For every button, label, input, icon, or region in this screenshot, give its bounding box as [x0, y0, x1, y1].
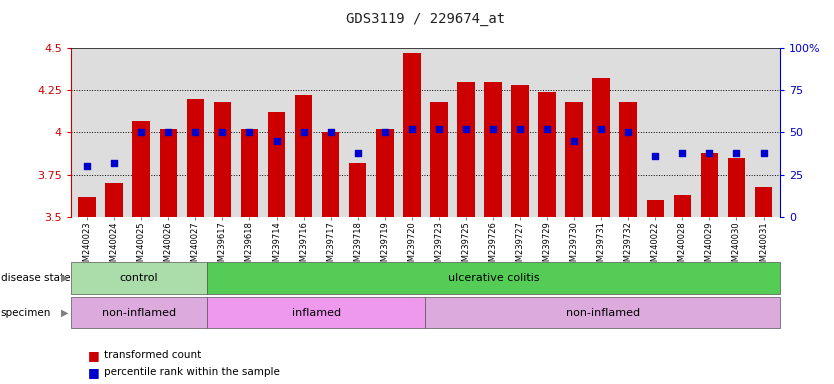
- Bar: [187, 99, 204, 217]
- Text: disease state: disease state: [1, 273, 70, 283]
- Point: [378, 129, 391, 136]
- Bar: [322, 132, 339, 217]
- Text: ▶: ▶: [61, 273, 68, 283]
- Text: ■: ■: [88, 366, 99, 379]
- Bar: [376, 129, 394, 217]
- Bar: [294, 95, 313, 217]
- Bar: [538, 92, 556, 217]
- Bar: [268, 112, 285, 217]
- Point: [80, 163, 93, 169]
- Point: [216, 129, 229, 136]
- Text: ■: ■: [88, 349, 99, 362]
- Bar: [457, 82, 475, 217]
- Point: [595, 126, 608, 132]
- Point: [351, 150, 364, 156]
- Text: specimen: specimen: [1, 308, 51, 318]
- Bar: [565, 102, 583, 217]
- Bar: [592, 78, 610, 217]
- Text: control: control: [120, 273, 158, 283]
- Bar: [133, 121, 150, 217]
- Bar: [485, 82, 502, 217]
- Bar: [620, 102, 637, 217]
- Text: percentile rank within the sample: percentile rank within the sample: [104, 367, 280, 377]
- Text: non-inflamed: non-inflamed: [102, 308, 176, 318]
- Point: [486, 126, 500, 132]
- Point: [567, 138, 580, 144]
- Bar: [674, 195, 691, 217]
- Point: [757, 150, 771, 156]
- Point: [432, 126, 445, 132]
- Bar: [214, 102, 231, 217]
- Bar: [430, 102, 448, 217]
- Point: [649, 153, 662, 159]
- Bar: [207, 297, 425, 328]
- Point: [460, 126, 473, 132]
- Point: [514, 126, 527, 132]
- Bar: [728, 158, 746, 217]
- Bar: [425, 297, 780, 328]
- Point: [270, 138, 284, 144]
- Point: [297, 129, 310, 136]
- Point: [676, 150, 689, 156]
- Point: [703, 150, 716, 156]
- Point: [730, 150, 743, 156]
- Point: [108, 160, 121, 166]
- Bar: [207, 262, 780, 294]
- Point: [134, 129, 148, 136]
- Bar: [159, 129, 177, 217]
- Text: non-inflamed: non-inflamed: [565, 308, 640, 318]
- Text: transformed count: transformed count: [104, 350, 202, 360]
- Bar: [755, 187, 772, 217]
- Point: [162, 129, 175, 136]
- Text: ▶: ▶: [61, 308, 68, 318]
- Point: [621, 129, 635, 136]
- Bar: [701, 153, 718, 217]
- Bar: [511, 85, 529, 217]
- Point: [243, 129, 256, 136]
- Bar: [349, 163, 366, 217]
- Bar: [403, 53, 420, 217]
- Point: [324, 129, 337, 136]
- Bar: [71, 297, 207, 328]
- Text: inflamed: inflamed: [292, 308, 341, 318]
- Point: [188, 129, 202, 136]
- Text: GDS3119 / 229674_at: GDS3119 / 229674_at: [346, 12, 505, 25]
- Bar: [78, 197, 96, 217]
- Bar: [646, 200, 664, 217]
- Bar: [241, 129, 259, 217]
- Bar: [71, 262, 207, 294]
- Point: [405, 126, 419, 132]
- Text: ulcerative colitis: ulcerative colitis: [448, 273, 540, 283]
- Bar: [105, 183, 123, 217]
- Point: [540, 126, 554, 132]
